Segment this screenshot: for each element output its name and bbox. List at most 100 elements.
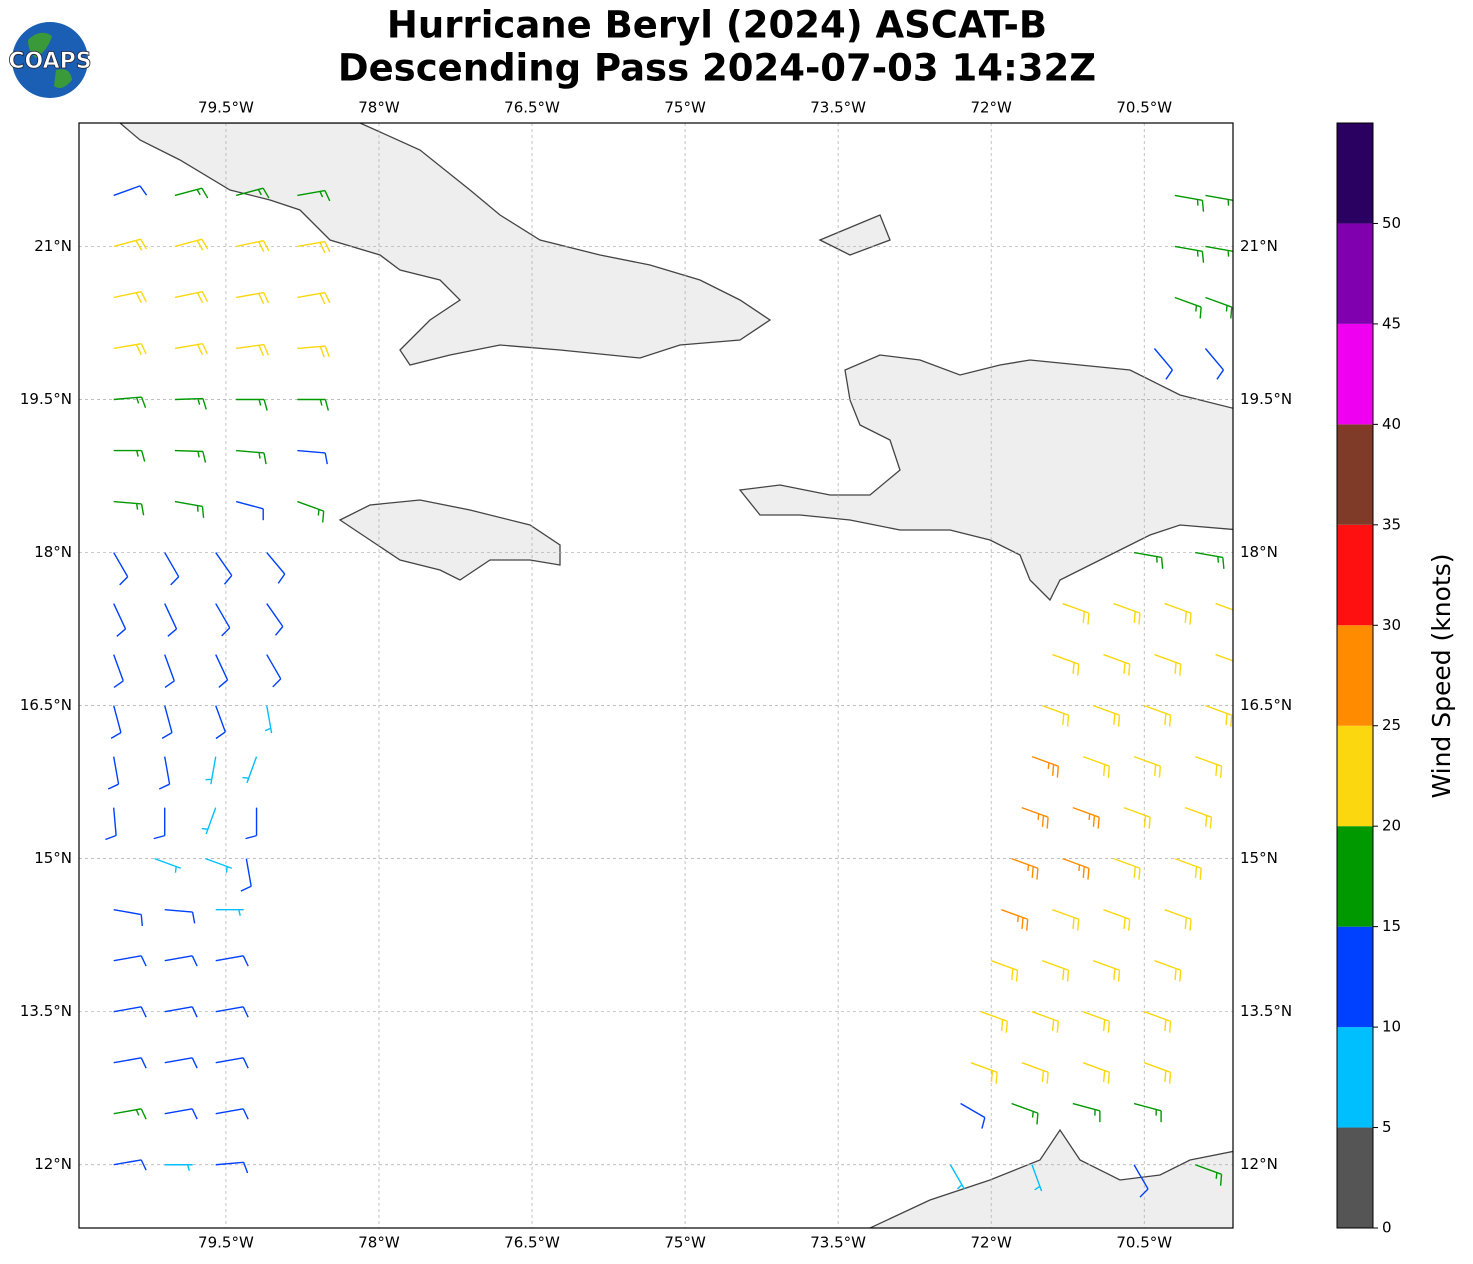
wind-barb <box>297 449 328 465</box>
wind-barb <box>113 1057 147 1069</box>
x-tick-label: 76.5°W <box>504 99 560 117</box>
wind-barb <box>266 654 282 688</box>
wind-barb <box>1011 857 1039 880</box>
x-tick-label: 70.5°W <box>1116 99 1172 117</box>
hispaniola <box>738 354 1233 602</box>
wind-barb <box>1031 755 1060 778</box>
colorbar-bin <box>1337 223 1373 324</box>
colorbar-tick-label: 20 <box>1382 817 1401 835</box>
wind-barb <box>215 552 233 585</box>
wind-barb <box>113 500 145 516</box>
title: Hurricane Beryl (2024) ASCAT-B <box>387 4 1047 47</box>
wind-barb <box>235 239 270 253</box>
y-tick-label: 18°N <box>1240 543 1278 561</box>
wind-barb <box>297 345 330 358</box>
colorbar-frame <box>1336 122 1374 1229</box>
wind-barb <box>1041 960 1070 982</box>
wind-barb <box>990 960 1019 982</box>
wind-barb <box>215 1057 249 1069</box>
x-tick-label: 72°W <box>970 1234 1012 1252</box>
wind-barb <box>1195 1164 1223 1186</box>
wind-barb <box>297 398 330 411</box>
y-tick-label: 12°N <box>1240 1155 1278 1173</box>
y-tick-label: 21°N <box>1240 237 1278 255</box>
wind-barb <box>245 807 258 840</box>
wind-barb <box>205 857 233 873</box>
wind-barb <box>266 552 286 584</box>
colorbar-tick-label: 50 <box>1382 214 1401 232</box>
logo-land <box>28 32 72 88</box>
wind-barb <box>1205 704 1233 727</box>
wind-barbs <box>105 185 1233 1198</box>
wind-barb <box>1092 960 1121 982</box>
wind-barb <box>174 397 207 410</box>
x-tick-label: 79.5°W <box>198 1234 254 1252</box>
wind-barb <box>174 500 205 518</box>
wind-barb <box>113 1006 147 1018</box>
wind-barb <box>164 955 198 967</box>
wind-barb <box>297 291 331 305</box>
wind-barb <box>174 238 209 251</box>
wind-barb <box>236 449 267 465</box>
wind-barb <box>164 908 196 924</box>
jamaica <box>338 499 561 581</box>
wind-barb <box>1143 1011 1172 1033</box>
map-frame <box>78 122 1234 1229</box>
wind-barb <box>297 240 331 254</box>
y-tick-label: 16.5°N <box>1240 696 1292 714</box>
wind-barb <box>949 1164 965 1190</box>
colorbar-bin <box>1337 1027 1373 1128</box>
wind-barb <box>235 500 264 521</box>
wind-barb <box>1153 348 1174 380</box>
wind-barb <box>215 1108 249 1120</box>
x-tick-label: 78°W <box>358 1234 400 1252</box>
wind-barb <box>1082 755 1111 778</box>
wind-barb <box>1164 909 1192 931</box>
y-tick-label: 13.5°N <box>20 1002 72 1020</box>
wind-barb <box>1133 1102 1162 1123</box>
wind-barb <box>1062 857 1090 880</box>
wind-barb <box>1103 653 1131 676</box>
wind-barb <box>1041 704 1070 727</box>
wind-barb <box>1195 755 1223 778</box>
x-tick-label: 75°W <box>664 1234 706 1252</box>
wind-barb <box>1174 194 1205 212</box>
x-tick-label: 73.5°W <box>810 99 866 117</box>
wind-barb <box>1021 1062 1049 1084</box>
wind-barb <box>215 955 249 967</box>
wind-barb <box>174 342 208 356</box>
inagua <box>818 214 891 256</box>
wind-barb <box>215 654 229 688</box>
colorbar-bin <box>1337 926 1373 1028</box>
wind-barb <box>113 603 127 637</box>
wind-barb <box>164 1108 198 1120</box>
wind-barb <box>1195 551 1225 569</box>
y-tick-label: 21°N <box>34 237 72 255</box>
wind-barb <box>113 1108 147 1120</box>
wind-barb <box>1133 1164 1149 1198</box>
wind-barb <box>266 603 284 636</box>
colorbar-bin <box>1337 123 1373 224</box>
y-tick-label: 18°N <box>34 543 72 561</box>
wind-barb <box>1011 1102 1039 1125</box>
wind-barb <box>1174 857 1202 880</box>
wind-barb <box>174 290 209 304</box>
wind-barb <box>1184 806 1213 829</box>
x-tick-label: 75°W <box>664 99 706 117</box>
colorbar-tick-label: 30 <box>1382 616 1401 634</box>
wind-barb <box>164 552 180 586</box>
y-tick-label: 13.5°N <box>1240 1002 1292 1020</box>
x-tick-label: 78°W <box>358 99 400 117</box>
wind-barb <box>1154 960 1182 982</box>
wind-barb <box>236 398 268 411</box>
wind-barb <box>235 187 270 199</box>
wind-barb <box>1123 806 1151 829</box>
wind-barb <box>240 858 252 892</box>
grid <box>79 123 1233 1228</box>
wind-barb <box>174 449 207 463</box>
wind-barb <box>105 807 117 841</box>
colorbar-bin <box>1337 826 1373 927</box>
wind-barb <box>970 1062 998 1084</box>
wind-barb <box>113 342 147 356</box>
colorbar-tick-label: 0 <box>1382 1219 1392 1237</box>
